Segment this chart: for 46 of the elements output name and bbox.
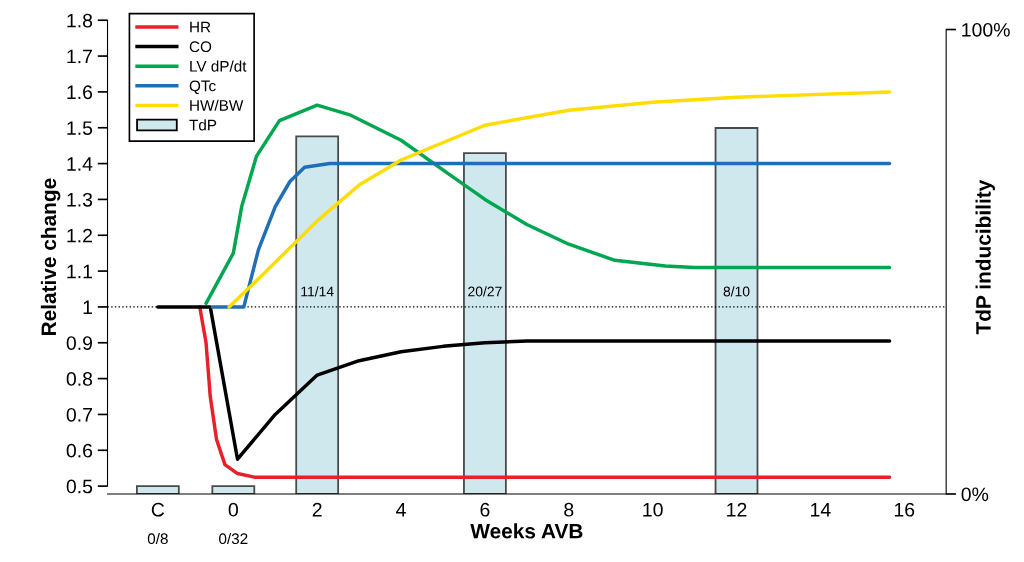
- bar: [295, 135, 340, 494]
- legend-label: CO: [189, 41, 212, 53]
- y-tick-label: 1.6: [67, 85, 93, 100]
- x-tick-label: 0: [228, 502, 238, 517]
- y-tick-label: 1: [83, 300, 92, 314]
- legend-label: QTc: [189, 80, 216, 95]
- legend-label: HW/BW: [190, 99, 244, 111]
- y2-tick-label: 100%: [962, 22, 1010, 37]
- annotation: 11/14: [301, 286, 334, 297]
- y-tick-label: 1.2: [67, 228, 92, 243]
- x-tick-label: 12: [727, 502, 747, 517]
- y-tick-label: 0.7: [66, 407, 92, 422]
- y-tick-label: 0.6: [66, 443, 93, 458]
- y-tick-label: 0.5: [66, 479, 93, 494]
- bar: [463, 152, 507, 494]
- text: 0/32: [219, 532, 248, 545]
- annotation: 8/10: [723, 286, 750, 297]
- x-tick-label: 2: [312, 502, 322, 517]
- annotation: 20/27: [468, 286, 502, 297]
- legend-label: TdP: [189, 119, 217, 131]
- y-tick-label: 1.3: [67, 192, 93, 207]
- bar: [714, 127, 759, 494]
- line-series: [210, 161, 892, 309]
- x-axis-title: Weeks AVB: [470, 523, 583, 539]
- y-tick-label: 1.7: [67, 49, 92, 64]
- bar: [135, 485, 180, 494]
- y-tick-label: 1.4: [67, 157, 93, 171]
- y2-tick-label: 0%: [961, 487, 989, 502]
- bar: [211, 485, 256, 494]
- text: 0/8: [147, 532, 168, 545]
- x-tick-label: 8: [564, 502, 574, 517]
- legend-label: HR: [190, 21, 211, 33]
- y-tick-label: 0.8: [66, 372, 93, 386]
- y2-axis-title: TdP inducibility: [975, 179, 995, 335]
- y-axis-title: Relative change: [40, 178, 61, 336]
- x-tick-label: 4: [396, 503, 406, 517]
- x-tick-label: C: [151, 502, 165, 517]
- legend-label: LV dP/dt: [190, 60, 247, 72]
- y-tick-label: 0.9: [66, 336, 93, 350]
- y-tick-label: 1.8: [67, 13, 93, 28]
- x-tick-label: 14: [811, 503, 831, 517]
- y-tick-label: 1.1: [67, 264, 92, 279]
- x-tick-label: 16: [894, 502, 915, 517]
- x-tick-label: 10: [643, 502, 663, 517]
- y-tick-label: 1.5: [67, 121, 93, 135]
- x-tick-label: 6: [480, 502, 490, 517]
